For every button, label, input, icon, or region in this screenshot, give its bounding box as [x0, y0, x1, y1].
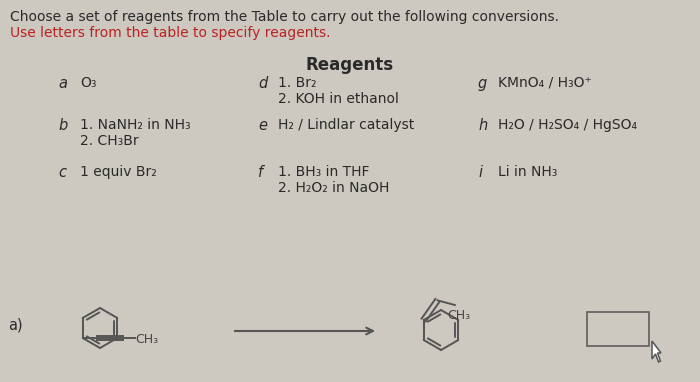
Text: c: c — [58, 165, 66, 180]
Text: Reagents: Reagents — [306, 56, 394, 74]
Text: h: h — [478, 118, 487, 133]
Text: g: g — [478, 76, 487, 91]
Text: 1. BH₃ in THF
2. H₂O₂ in NaOH: 1. BH₃ in THF 2. H₂O₂ in NaOH — [278, 165, 389, 195]
Text: O₃: O₃ — [80, 76, 97, 90]
Text: a: a — [58, 76, 67, 91]
Text: 1 equiv Br₂: 1 equiv Br₂ — [80, 165, 157, 179]
Text: f: f — [258, 165, 263, 180]
Bar — [587, 312, 649, 346]
Text: H₂O / H₂SO₄ / HgSO₄: H₂O / H₂SO₄ / HgSO₄ — [498, 118, 637, 132]
Text: b: b — [58, 118, 67, 133]
Text: 1. Br₂
2. KOH in ethanol: 1. Br₂ 2. KOH in ethanol — [278, 76, 399, 106]
Text: H₂ / Lindlar catalyst: H₂ / Lindlar catalyst — [278, 118, 414, 132]
Text: e: e — [258, 118, 267, 133]
Text: 1. NaNH₂ in NH₃
2. CH₃Br: 1. NaNH₂ in NH₃ 2. CH₃Br — [80, 118, 190, 148]
Polygon shape — [652, 341, 661, 362]
Text: Use letters from the table to specify reagents.: Use letters from the table to specify re… — [10, 26, 330, 40]
Text: KMnO₄ / H₃O⁺: KMnO₄ / H₃O⁺ — [498, 76, 592, 90]
Text: i: i — [478, 165, 482, 180]
Text: CH₃: CH₃ — [447, 309, 470, 322]
Text: CH₃: CH₃ — [136, 333, 159, 346]
Text: d: d — [258, 76, 267, 91]
Text: a): a) — [8, 318, 22, 333]
Text: Li in NH₃: Li in NH₃ — [498, 165, 557, 179]
Text: Choose a set of reagents from the Table to carry out the following conversions.: Choose a set of reagents from the Table … — [10, 10, 559, 24]
